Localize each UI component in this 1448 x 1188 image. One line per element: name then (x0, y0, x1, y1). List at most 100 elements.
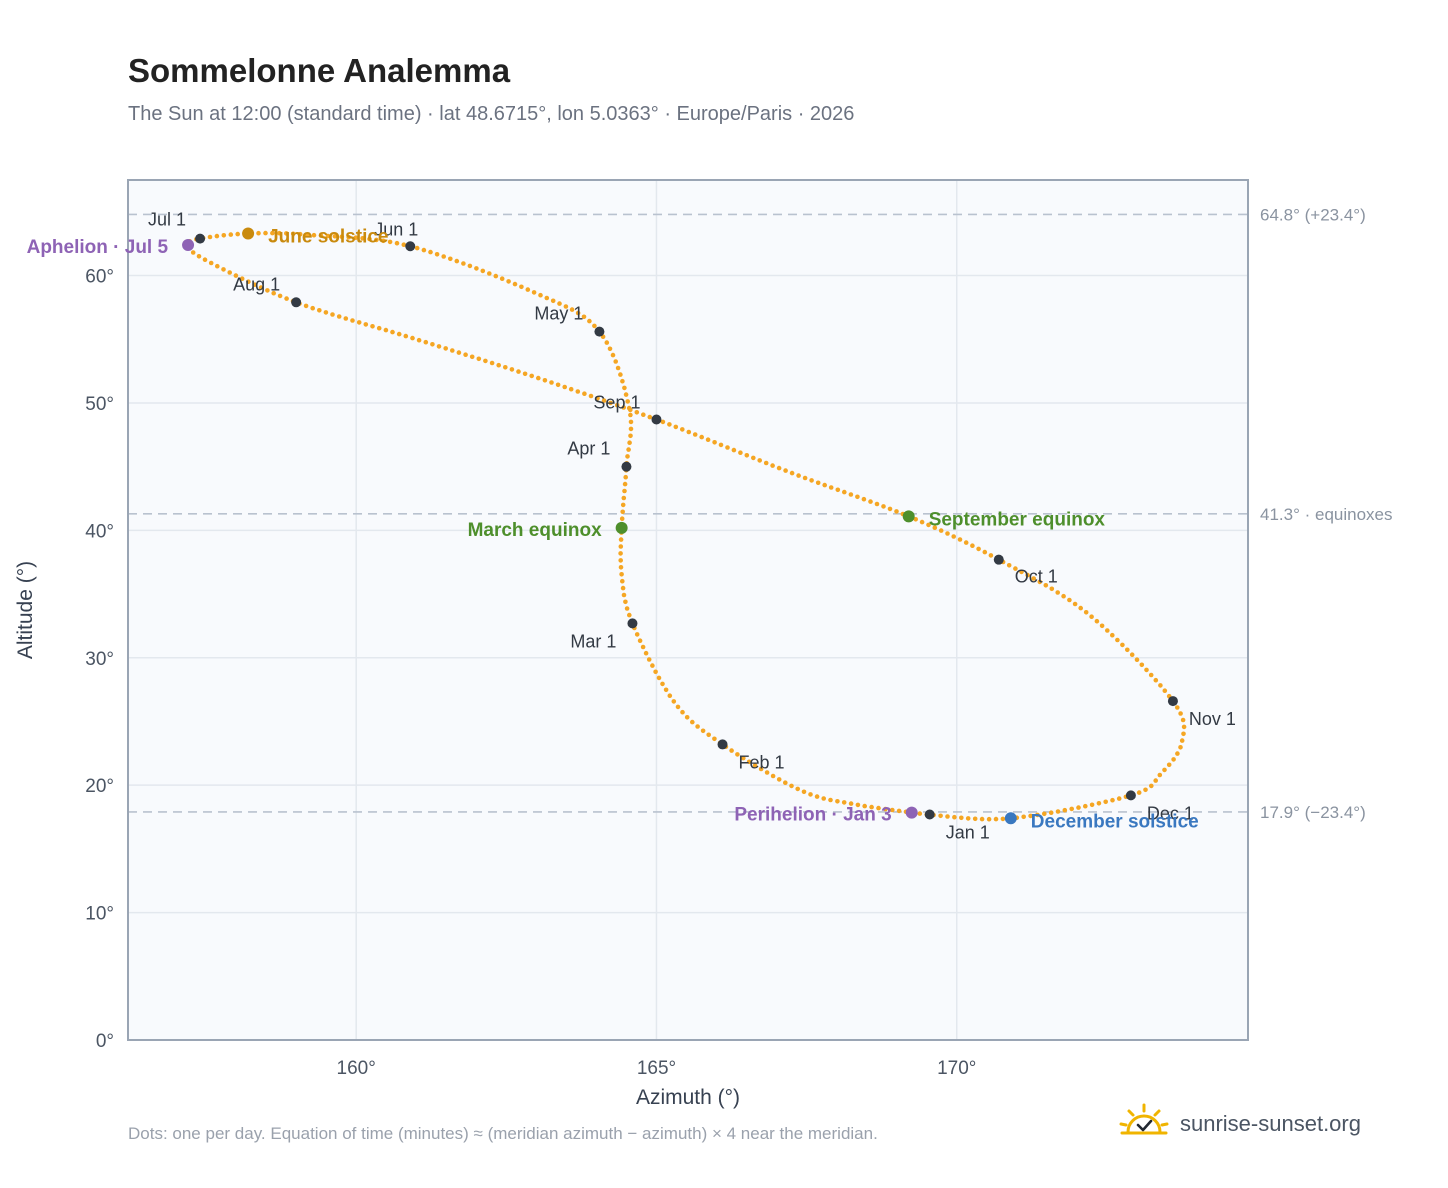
day-dot (822, 482, 827, 488)
day-dot (346, 234, 352, 240)
day-dot (1181, 724, 1187, 730)
day-dot (265, 288, 270, 293)
day-dot (610, 352, 616, 358)
chart-subtitle: The Sun at 12:00 (standard time) · lat 4… (128, 103, 855, 125)
day-dot (620, 578, 625, 584)
day-dot (690, 719, 695, 725)
day-dot (317, 308, 322, 313)
month-label: Apr 1 (567, 439, 610, 459)
day-dot (1110, 632, 1115, 638)
day-dot (862, 803, 867, 809)
day-dot (1181, 731, 1186, 737)
day-dot (621, 592, 627, 598)
day-dot (744, 453, 750, 458)
day-dot (869, 804, 874, 810)
day-dot (1089, 802, 1095, 808)
day-dot (363, 322, 369, 327)
day-dot (896, 808, 902, 814)
day-dot (1006, 563, 1012, 568)
month-marker (405, 241, 416, 252)
day-dot (423, 339, 429, 345)
month-label: Jul 1 (148, 210, 186, 230)
day-dot (1115, 637, 1120, 643)
brand[interactable]: sunrise-sunset.org (1118, 1102, 1361, 1146)
day-dot (387, 239, 393, 245)
day-dot (776, 777, 782, 782)
day-dot (339, 234, 345, 239)
month-marker (621, 461, 632, 472)
day-dot (650, 663, 655, 668)
day-dot (718, 442, 724, 448)
day-dot (625, 454, 630, 459)
month-marker (1125, 790, 1136, 801)
footnote: Dots: one per day. Equation of time (min… (128, 1124, 878, 1143)
month-label: Aug 1 (233, 274, 280, 294)
day-dot (618, 551, 623, 556)
day-dot (493, 273, 499, 279)
day-dot (538, 292, 543, 298)
reference-line-label: 17.9° (−23.4°) (1260, 803, 1366, 822)
day-dot (519, 284, 524, 290)
reference-line-label: 64.8° (+23.4°) (1260, 205, 1366, 224)
day-dot (506, 279, 511, 284)
day-dot (801, 789, 807, 795)
day-dot (741, 755, 746, 761)
day-dot (620, 509, 625, 515)
day-dot (370, 324, 375, 329)
month-label: Feb 1 (739, 752, 785, 772)
day-dot (986, 816, 992, 822)
day-dot (1158, 683, 1163, 688)
day-dot (336, 314, 342, 319)
month-marker (594, 326, 605, 337)
day-dot (627, 440, 632, 446)
day-dot (802, 475, 808, 481)
day-dot (1069, 806, 1074, 812)
day-dot (562, 384, 567, 390)
day-dot (1037, 579, 1043, 585)
day-dot (821, 796, 826, 801)
y-tick-label: 30° (85, 649, 114, 670)
day-dot (441, 254, 447, 259)
day-dot (434, 252, 440, 257)
day-dot (228, 232, 234, 237)
y-tick-label: 50° (85, 394, 114, 415)
month-marker (1167, 696, 1178, 707)
day-dot (680, 427, 685, 432)
day-dot (474, 266, 479, 271)
day-dot (725, 445, 730, 450)
day-dot (855, 802, 861, 808)
day-dot (575, 310, 581, 316)
day-dot (861, 496, 867, 502)
day-dot (957, 537, 963, 542)
day-dot (487, 271, 492, 276)
day-dot (757, 458, 762, 463)
day-dot (503, 365, 508, 370)
y-tick-label: 60° (85, 267, 114, 288)
day-dot (613, 359, 618, 364)
day-dot (1083, 610, 1089, 615)
day-dot (623, 599, 628, 605)
day-dot (1067, 597, 1072, 603)
event-marker (615, 521, 628, 534)
day-dot (848, 492, 854, 497)
day-dot (270, 230, 275, 236)
day-dot (563, 304, 569, 309)
day-dot (641, 412, 646, 418)
day-dot (1048, 810, 1054, 815)
day-dot (1013, 566, 1018, 571)
day-dot (550, 298, 556, 304)
day-dot (919, 519, 925, 525)
month-label: Dec 1 (1147, 803, 1194, 823)
day-dot (894, 509, 899, 514)
day-dot (318, 233, 324, 238)
day-dot (1076, 805, 1081, 810)
day-dot (695, 724, 700, 729)
day-dot (705, 437, 711, 443)
event-label: December solstice (1031, 811, 1199, 832)
day-dot (330, 312, 335, 317)
day-dot (214, 233, 220, 239)
day-dot (965, 816, 971, 821)
day-dot (350, 318, 355, 323)
day-dot (549, 380, 554, 385)
day-dot (628, 426, 634, 432)
